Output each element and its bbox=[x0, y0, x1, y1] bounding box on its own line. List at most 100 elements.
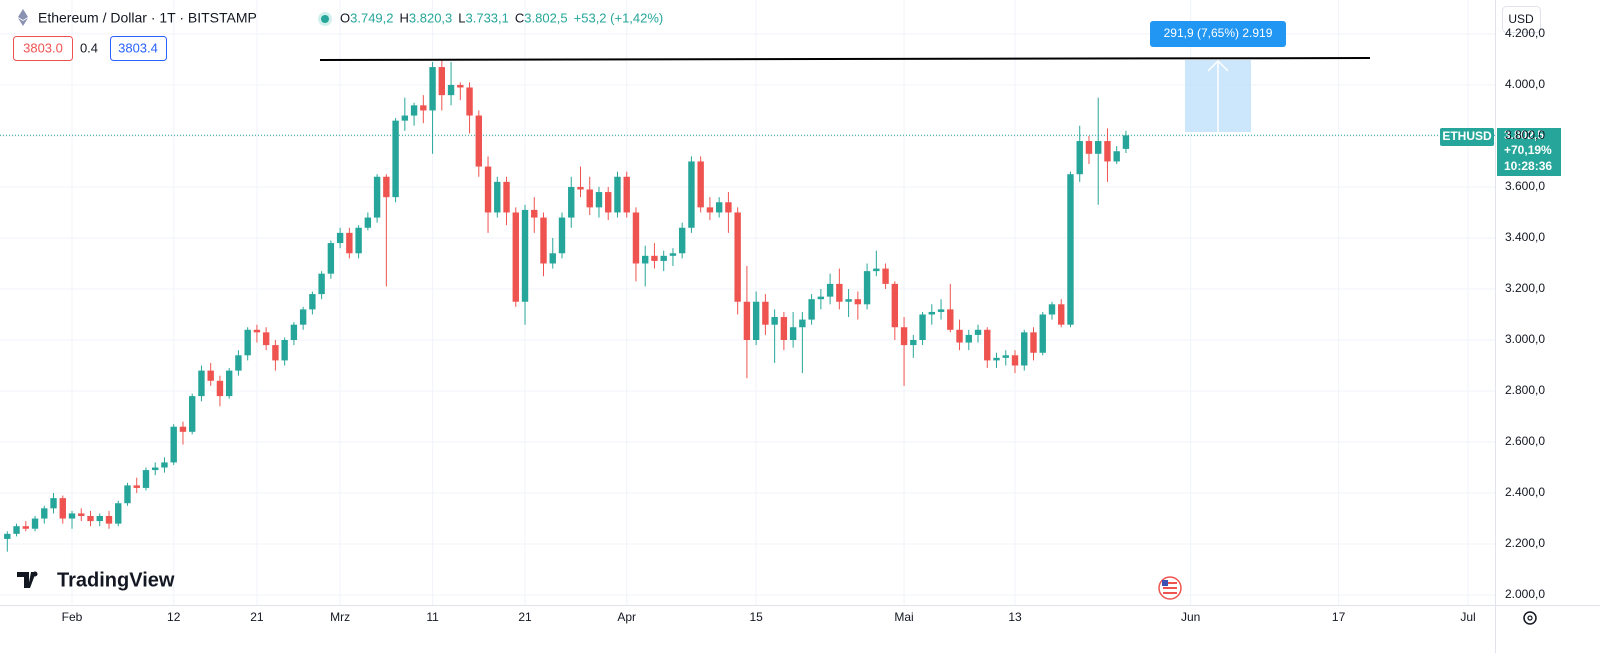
candle-body bbox=[817, 296, 825, 300]
ask-price: 3803.4 bbox=[118, 40, 158, 55]
candle-body bbox=[1113, 151, 1120, 162]
ohlc-readout: O 3.749,2 H 3.820,3 L 3.733,1 C 3.802,5 +53,2 (+… bbox=[340, 10, 663, 25]
x-tick-label: 21 bbox=[518, 610, 532, 624]
flag-canton bbox=[1162, 580, 1168, 586]
candle-body bbox=[660, 255, 667, 261]
candle-body bbox=[447, 84, 455, 96]
ask-box[interactable] bbox=[110, 36, 167, 61]
candle-body bbox=[752, 301, 760, 340]
candle-body bbox=[318, 273, 325, 295]
candle-body bbox=[401, 115, 409, 121]
candle-body bbox=[808, 299, 815, 320]
readout-key: H bbox=[400, 10, 409, 25]
flag-stripe bbox=[1163, 587, 1177, 589]
candle-body bbox=[198, 370, 205, 397]
candle-body bbox=[789, 327, 797, 340]
candle-body bbox=[974, 329, 982, 335]
readout-value: 3.733,1 bbox=[466, 10, 509, 25]
candle-body bbox=[521, 209, 529, 302]
candle-body bbox=[734, 212, 741, 302]
bid-box[interactable] bbox=[13, 36, 73, 61]
candle-body bbox=[540, 217, 547, 264]
candle-body bbox=[568, 186, 575, 218]
candle-body bbox=[253, 329, 261, 333]
candle-body bbox=[290, 324, 298, 340]
resistance-line[interactable] bbox=[319, 57, 1371, 61]
candle-body bbox=[678, 227, 686, 254]
candle-body bbox=[780, 317, 788, 340]
x-tick-label: Apr bbox=[617, 610, 636, 624]
brand-dot bbox=[32, 571, 38, 577]
candle-body bbox=[189, 396, 196, 432]
readout-value: 3.749,2 bbox=[350, 10, 393, 25]
candle-body bbox=[161, 462, 168, 468]
symbol-label: ETHUSD bbox=[1442, 129, 1492, 143]
candle-body bbox=[1039, 314, 1046, 353]
candle-body bbox=[364, 217, 372, 228]
candle-body bbox=[937, 309, 945, 312]
candle-body bbox=[688, 161, 695, 228]
candle-body bbox=[614, 176, 621, 213]
candle-body bbox=[1048, 304, 1056, 315]
candle-body bbox=[244, 329, 251, 356]
candle-body bbox=[965, 334, 972, 343]
candle-body bbox=[410, 105, 418, 116]
change: +70,19% bbox=[1504, 143, 1552, 157]
candle-body bbox=[863, 271, 871, 305]
candle-body bbox=[142, 470, 150, 488]
x-tick-label: Mrz bbox=[330, 610, 350, 624]
candle-body bbox=[642, 255, 649, 264]
y-tick-label: 2.200,0 bbox=[1505, 536, 1545, 550]
candle-body bbox=[503, 181, 510, 213]
flag-stripe bbox=[1163, 592, 1177, 594]
candle-body bbox=[355, 227, 362, 254]
x-tick-label: 21 bbox=[250, 610, 264, 624]
candle-body bbox=[993, 357, 1000, 361]
candle-body bbox=[50, 498, 57, 509]
candle-body bbox=[1067, 174, 1074, 325]
candle-body bbox=[919, 314, 926, 340]
candle-body bbox=[281, 339, 288, 361]
candle-body bbox=[87, 515, 94, 522]
candle-body bbox=[1011, 355, 1019, 366]
candle-body bbox=[41, 508, 48, 519]
spread: 0.4 bbox=[80, 40, 98, 55]
candle-body bbox=[1122, 135, 1130, 149]
candle-body bbox=[216, 380, 224, 397]
symbol-title: Ethereum / Dollar · 1T · BITSTAMP bbox=[38, 10, 257, 26]
candle-body bbox=[1030, 332, 1037, 353]
candle-body bbox=[873, 268, 880, 272]
candle-body bbox=[697, 161, 704, 208]
last-price: 3.802,5 bbox=[1504, 128, 1544, 142]
candle-body bbox=[299, 309, 307, 325]
y-tick-label: 3.800,0 bbox=[1505, 128, 1545, 142]
candle-body bbox=[512, 212, 519, 302]
candle-body bbox=[605, 192, 612, 213]
candle-body bbox=[947, 309, 954, 330]
x-tick-label: Jul bbox=[1460, 610, 1475, 624]
settings-icon[interactable] bbox=[1523, 611, 1537, 625]
candle-body bbox=[854, 299, 862, 305]
y-tick-label: 3.200,0 bbox=[1505, 281, 1545, 295]
candle-body bbox=[124, 485, 131, 504]
y-tick-label: 3.600,0 bbox=[1505, 179, 1545, 193]
candle-body bbox=[956, 329, 963, 343]
candle-body bbox=[743, 301, 751, 340]
candle-body bbox=[1021, 332, 1028, 366]
candle-body bbox=[272, 345, 279, 361]
candle-body bbox=[558, 217, 566, 254]
candle-body bbox=[438, 67, 446, 96]
x-tick-label: 11 bbox=[426, 610, 439, 624]
measure-label-box bbox=[1150, 21, 1286, 47]
candle-body bbox=[179, 426, 187, 432]
candle-body bbox=[235, 355, 242, 371]
candle-body bbox=[429, 67, 436, 111]
candle-body bbox=[706, 207, 714, 213]
candle-body bbox=[105, 515, 113, 524]
currency-button[interactable] bbox=[1502, 6, 1541, 33]
x-tick-label: 13 bbox=[1008, 610, 1022, 624]
candle-body bbox=[466, 87, 473, 116]
readout-key: O bbox=[340, 10, 350, 25]
candle-body bbox=[420, 105, 427, 111]
candle-body bbox=[586, 189, 593, 208]
